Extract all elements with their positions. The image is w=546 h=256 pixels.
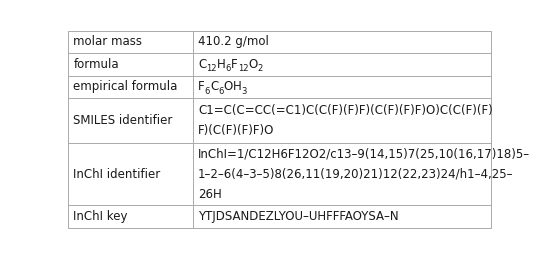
Text: 26H: 26H — [198, 188, 222, 201]
Text: InChI=1/C12H6F12O2/c13–9(14,15)7(25,10(16,17)18)5–: InChI=1/C12H6F12O2/c13–9(14,15)7(25,10(1… — [198, 147, 530, 161]
Text: InChI key: InChI key — [73, 210, 128, 223]
Text: 3: 3 — [242, 87, 247, 95]
Text: 410.2 g/mol: 410.2 g/mol — [198, 35, 269, 48]
Text: 6: 6 — [225, 64, 231, 73]
Text: F: F — [231, 58, 238, 71]
Text: SMILES identifier: SMILES identifier — [73, 114, 173, 127]
Text: C: C — [210, 80, 218, 93]
Text: 12: 12 — [206, 64, 217, 73]
Text: F: F — [198, 80, 205, 93]
Text: formula: formula — [73, 58, 119, 71]
Text: 1–2–6(4–3–5)8(26,11(19,20)21)12(22,23)24/h1–4,25–: 1–2–6(4–3–5)8(26,11(19,20)21)12(22,23)24… — [198, 168, 514, 180]
Text: 12: 12 — [238, 64, 248, 73]
Text: InChI identifier: InChI identifier — [73, 168, 161, 180]
Text: O: O — [248, 58, 257, 71]
Text: F)(C(F)(F)F)O: F)(C(F)(F)F)O — [198, 124, 275, 137]
Text: YTJDSANDEZLYOU–UHFFFAOYSA–N: YTJDSANDEZLYOU–UHFFFAOYSA–N — [198, 210, 399, 223]
Text: 2: 2 — [257, 64, 263, 73]
Text: O: O — [224, 80, 233, 93]
Text: H: H — [233, 80, 242, 93]
Text: H: H — [217, 58, 225, 71]
Text: molar mass: molar mass — [73, 35, 143, 48]
Text: 6: 6 — [218, 87, 224, 95]
Text: 6: 6 — [205, 87, 210, 95]
Text: C: C — [198, 58, 206, 71]
Text: empirical formula: empirical formula — [73, 80, 177, 93]
Text: C1=C(C=CC(=C1)C(C(F)(F)F)(C(F)(F)F)O)C(C(F)(F): C1=C(C=CC(=C1)C(C(F)(F)F)(C(F)(F)F)O)C(C… — [198, 103, 493, 116]
